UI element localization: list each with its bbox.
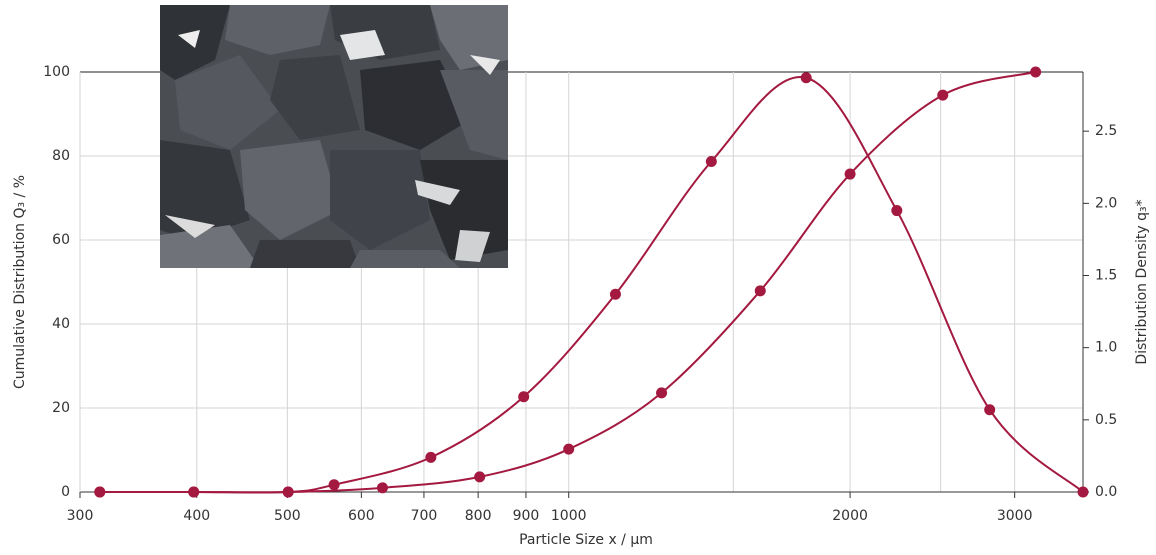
data-point — [474, 471, 485, 482]
data-point — [1078, 487, 1089, 498]
data-point — [937, 90, 948, 101]
data-point — [984, 404, 995, 415]
data-point — [518, 391, 529, 402]
data-point — [283, 487, 294, 498]
x-tick-label: 400 — [183, 508, 210, 524]
y-tick-label: 20 — [52, 400, 70, 416]
data-point — [845, 169, 856, 180]
y2-tick-label: 2.0 — [1095, 195, 1117, 211]
y2-tick-label: 0.5 — [1095, 412, 1117, 428]
grid — [80, 72, 1083, 492]
chart: Particle Size x / µm Cumulative Distribu… — [0, 0, 1156, 551]
y-tick-label: 80 — [52, 148, 70, 164]
y2-tick-label: 1.0 — [1095, 340, 1117, 356]
y2-tick-label: 0.0 — [1095, 484, 1117, 500]
data-point — [706, 156, 717, 167]
x-tick-label: 700 — [411, 508, 438, 524]
data-point — [563, 444, 574, 455]
y2-axis-label: Distribution Density q₃* — [1134, 199, 1150, 364]
y-tick-label: 40 — [52, 316, 70, 332]
series-line — [100, 77, 1083, 493]
y-tick-label: 100 — [43, 64, 70, 80]
x-axis-label: Particle Size x / µm — [519, 532, 653, 548]
x-tick-label: 1000 — [551, 508, 587, 524]
data-point — [377, 482, 388, 493]
data-point — [755, 285, 766, 296]
data-point — [425, 452, 436, 463]
data-point — [188, 487, 199, 498]
x-tick-label: 800 — [465, 508, 492, 524]
y-axis-label: Cumulative Distribution Q₃ / % — [12, 175, 28, 389]
x-tick-label: 3000 — [997, 508, 1033, 524]
y-tick-label: 0 — [61, 484, 70, 500]
y2-tick-label: 1.5 — [1095, 268, 1117, 284]
x-tick-label: 2000 — [832, 508, 868, 524]
x-tick-label: 600 — [348, 508, 375, 524]
x-tick-label: 900 — [513, 508, 540, 524]
x-tick-label: 300 — [67, 508, 94, 524]
y2-tick-label: 2.5 — [1095, 123, 1117, 139]
data-point — [610, 289, 621, 300]
data-point — [1030, 67, 1041, 78]
x-tick-label: 500 — [274, 508, 301, 524]
data-point — [329, 479, 340, 490]
data-point — [656, 387, 667, 398]
series-line — [100, 72, 1036, 492]
data-point — [94, 487, 105, 498]
data-point — [801, 72, 812, 83]
data-point — [891, 205, 902, 216]
y-tick-label: 60 — [52, 232, 70, 248]
